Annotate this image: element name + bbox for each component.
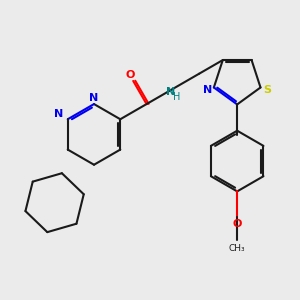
Text: N: N: [203, 85, 212, 94]
Text: O: O: [125, 70, 135, 80]
Text: S: S: [263, 85, 272, 95]
Text: N: N: [89, 93, 99, 103]
Text: N: N: [54, 109, 63, 119]
Text: CH₃: CH₃: [229, 244, 245, 253]
Text: O: O: [232, 219, 242, 229]
Text: H: H: [173, 92, 180, 102]
Text: N: N: [167, 87, 176, 97]
